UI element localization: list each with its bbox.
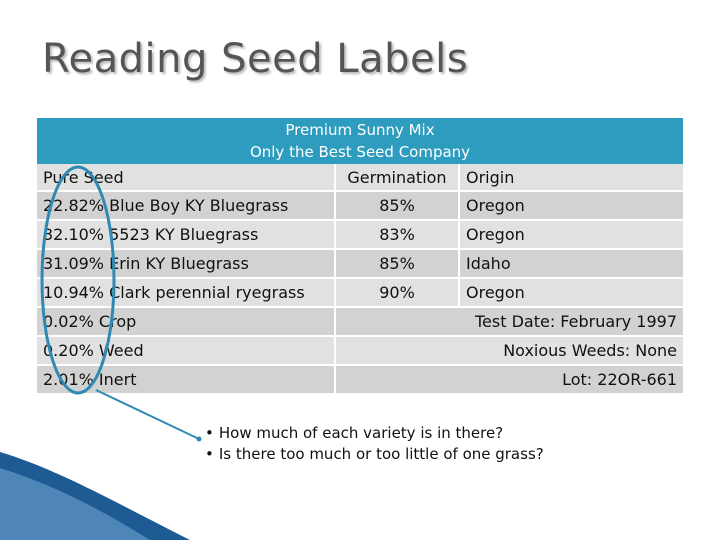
seed-variety-cell: 31.09% Erin KY Bluegrass [37,250,336,279]
corner-wave-decoration-light [0,468,150,540]
seed-variety-cell: 32.10% 5523 KY Bluegrass [37,221,336,250]
label-product-name: Premium Sunny Mix [285,121,435,139]
column-header-germination: Germination [336,164,460,192]
annotation-arrow-line [95,389,198,439]
table-row: 2.01% Inert Lot: 22OR-661 [37,366,683,395]
bullet-icon: • [205,445,214,463]
table-row: 0.20% Weed Noxious Weeds: None [37,337,683,366]
weed-cell: 0.20% Weed [37,337,336,366]
origin-cell: Idaho [460,250,683,279]
germination-cell: 85% [336,250,460,279]
question-text: How much of each variety is in there? [218,424,504,442]
table-row: 31.09% Erin KY Bluegrass 85% Idaho [37,250,683,279]
germination-cell: 83% [336,221,460,250]
germination-cell: 85% [336,192,460,221]
list-item: • How much of each variety is in there? [205,423,544,444]
highlight-ellipse [40,165,116,395]
label-company-name: Only the Best Seed Company [249,143,471,161]
origin-cell: Oregon [460,192,683,221]
seed-variety-cell: 22.82% Blue Boy KY Bluegrass [37,192,336,221]
question-list: • How much of each variety is in there? •… [205,423,544,465]
seed-variety-cell: 10.94% Clark perennial ryegrass [37,279,336,308]
slide-title: Reading Seed Labels [42,36,469,82]
column-header-pure-seed: Pure Seed [37,164,336,192]
label-header: Premium Sunny Mix Only the Best Seed Com… [37,118,683,164]
lot-number-cell: Lot: 22OR-661 [336,366,683,395]
origin-cell: Oregon [460,221,683,250]
column-header-origin: Origin [460,164,683,192]
table-row: 0.02% Crop Test Date: February 1997 [37,308,683,337]
origin-cell: Oregon [460,279,683,308]
table-row: 32.10% 5523 KY Bluegrass 83% Oregon [37,221,683,250]
table-row: 10.94% Clark perennial ryegrass 90% Oreg… [37,279,683,308]
table-row: 22.82% Blue Boy KY Bluegrass 85% Oregon [37,192,683,221]
question-text: Is there too much or too little of one g… [218,445,544,463]
list-item: • Is there too much or too little of one … [205,444,544,465]
seed-label-table: Premium Sunny Mix Only the Best Seed Com… [37,118,683,395]
bullet-icon: • [205,424,214,442]
noxious-weeds-cell: Noxious Weeds: None [336,337,683,366]
annotation-arrow-tip [196,436,202,442]
test-date-cell: Test Date: February 1997 [336,308,683,337]
germination-cell: 90% [336,279,460,308]
